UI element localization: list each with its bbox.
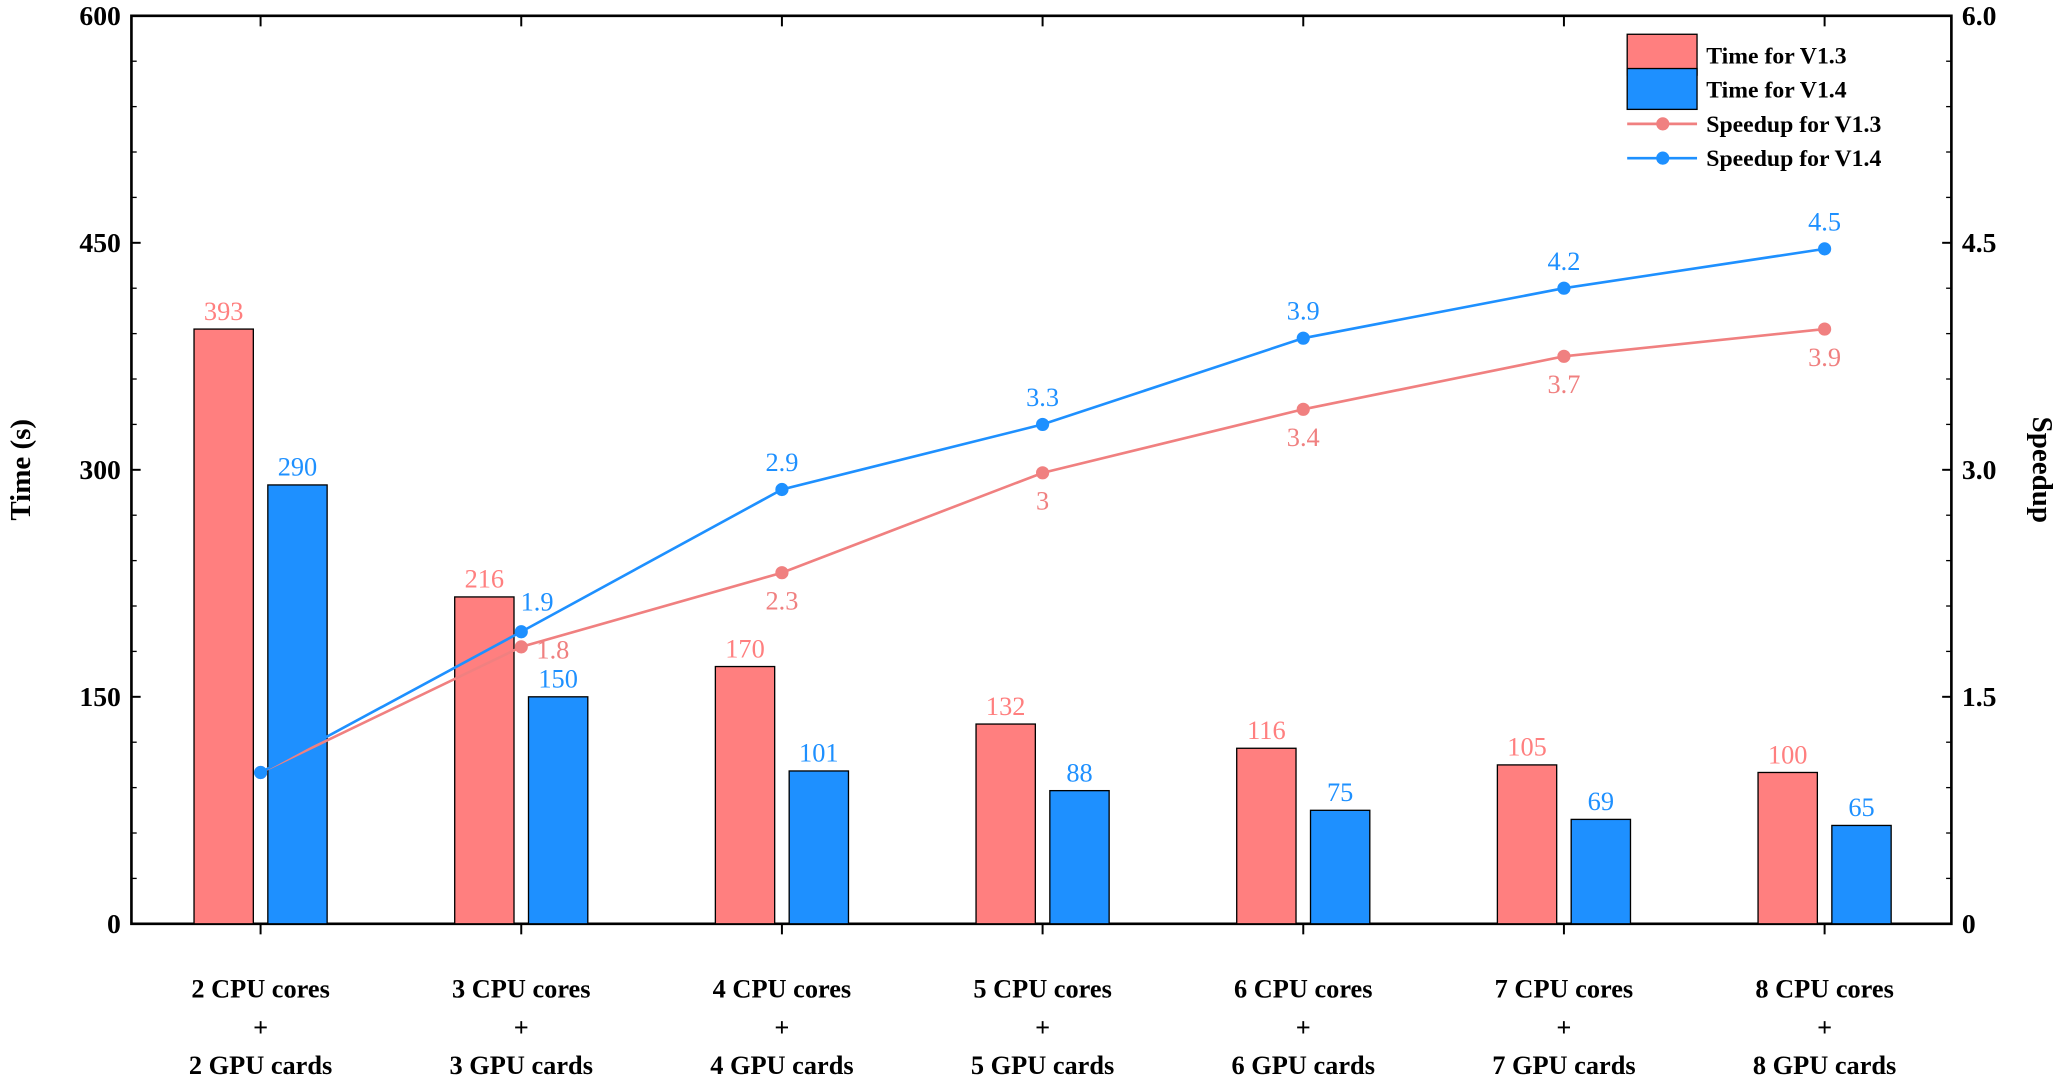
y-tick-label: 450	[79, 227, 120, 258]
bar-value-label: 116	[1247, 716, 1286, 745]
x-category-label: 8 CPU cores	[1755, 975, 1894, 1004]
speedup-value-label: 3.9	[1808, 343, 1841, 372]
speedup-point	[514, 640, 528, 654]
legend-label: Speedup for V1.3	[1706, 112, 1881, 138]
bar-v13	[714, 665, 776, 925]
y-tick-label: 300	[79, 454, 120, 485]
speedup-value-label: 1.8	[536, 636, 569, 665]
speedup-value-label: 4.5	[1808, 207, 1841, 236]
x-category-label: +	[253, 1013, 268, 1042]
y-tick-label: 150	[79, 681, 120, 712]
y2-tick-label: 1.5	[1962, 681, 1997, 712]
bar-v14	[1570, 818, 1632, 925]
speedup-value-label: 3.9	[1287, 297, 1320, 326]
legend-marker	[1656, 117, 1670, 131]
speedup-point	[1036, 417, 1050, 432]
x-category-label: 6 GPU cards	[1232, 1051, 1375, 1078]
speedup-point	[1296, 331, 1310, 345]
speedup-value-label: 4.2	[1547, 247, 1580, 276]
y2-axis-title: Speedup	[2026, 417, 2058, 523]
speedup-point	[1036, 466, 1050, 480]
x-category-label: +	[514, 1013, 529, 1042]
y2-tick-label: 3.0	[1962, 454, 1997, 485]
data-labels: 393 216 170 132 116 105 100 290 150 101 88 75 69 65 1.…	[204, 207, 1875, 822]
axes: 0 0 150 1.5 300 3.0 450 4.5 600 6.0 Time (s) Speedu…	[5, 0, 2058, 1078]
legend-label: Speedup for V1.4	[1706, 146, 1881, 172]
x-category-label: 7 GPU cards	[1492, 1051, 1635, 1078]
speedup-value-label: 3.7	[1547, 370, 1580, 399]
bar-value-label: 105	[1507, 733, 1547, 762]
bar-v14	[1049, 789, 1110, 925]
y-tick-label: 0	[107, 908, 121, 939]
y2-tick-label: 4.5	[1962, 227, 1997, 258]
speedup-point	[1818, 322, 1832, 336]
speedup-point	[253, 765, 268, 780]
speedup-point	[775, 482, 789, 497]
x-category-label: +	[774, 1013, 789, 1042]
bars	[193, 328, 1892, 925]
x-category-label: 3 CPU cores	[452, 975, 591, 1004]
y2-tick-label: 6.0	[1962, 0, 1997, 31]
x-category-label: +	[1817, 1013, 1832, 1042]
bar-v13	[1236, 747, 1297, 925]
y2-tick-label: 0	[1962, 908, 1976, 939]
bar-value-label: 75	[1327, 778, 1353, 807]
x-category-label: +	[1556, 1013, 1571, 1042]
speedup-point	[1818, 242, 1832, 256]
y-tick-label: 600	[79, 0, 120, 31]
bar-v14	[1831, 824, 1892, 925]
legend-label: Time for V1.4	[1706, 78, 1846, 104]
legend-marker	[1656, 151, 1670, 165]
speedup-value-label: 3	[1036, 487, 1049, 516]
speedup-value-label: 3.4	[1287, 423, 1320, 452]
x-category-label: 3 GPU cards	[450, 1051, 593, 1078]
bar-v13	[1757, 771, 1819, 925]
speedup-point	[514, 625, 528, 639]
bar-value-label: 290	[278, 453, 318, 482]
bar-value-label: 69	[1588, 787, 1614, 816]
bar-v13	[1496, 764, 1558, 925]
bar-value-label: 65	[1848, 793, 1874, 822]
bar-value-label: 101	[799, 739, 839, 768]
bar-v13	[193, 328, 254, 925]
speedup-value-label: 1.9	[521, 588, 554, 617]
x-category-label: 2 CPU cores	[191, 975, 330, 1004]
speedup-point	[1296, 402, 1310, 416]
x-category-label: 4 GPU cards	[710, 1051, 853, 1078]
bar-value-label: 216	[465, 565, 505, 594]
x-category-label: 5 GPU cards	[971, 1051, 1114, 1078]
x-category-label: 6 CPU cores	[1234, 975, 1373, 1004]
speedup-point	[775, 566, 789, 580]
speedup-value-label: 3.3	[1026, 383, 1059, 412]
bar-v13	[975, 723, 1037, 925]
bar-value-label: 150	[538, 665, 578, 694]
bar-value-label: 170	[725, 634, 765, 663]
x-category-label: 5 CPU cores	[973, 975, 1112, 1004]
bar-v14	[527, 696, 589, 925]
bar-v14	[788, 770, 850, 925]
x-category-label: 8 GPU cards	[1753, 1051, 1896, 1078]
bar-value-label: 88	[1066, 758, 1092, 787]
legend-swatch	[1626, 67, 1698, 111]
legend-label: Time for V1.3	[1706, 43, 1846, 69]
bar-value-label: 393	[204, 297, 244, 326]
x-category-label: 7 CPU cores	[1495, 975, 1634, 1004]
speedup-value-label: 2.3	[765, 587, 798, 616]
x-category-label: +	[1296, 1013, 1311, 1042]
bar-v13	[454, 596, 515, 925]
speedup-value-label: 2.9	[765, 448, 798, 477]
bar-value-label: 132	[986, 692, 1026, 721]
bar-v14	[1309, 809, 1371, 925]
x-category-label: 4 CPU cores	[713, 975, 852, 1004]
bar-value-label: 100	[1768, 740, 1808, 769]
lines	[253, 242, 1832, 780]
speedup-point	[1557, 349, 1571, 363]
x-category-label: 2 GPU cards	[189, 1051, 332, 1078]
legend: Time for V1.3 Time for V1.4 Speedup for V1…	[1626, 33, 1881, 172]
bar-v14	[267, 484, 328, 925]
x-category-label: +	[1035, 1013, 1050, 1042]
speedup-point	[1557, 281, 1571, 295]
y-axis-title: Time (s)	[5, 419, 37, 521]
